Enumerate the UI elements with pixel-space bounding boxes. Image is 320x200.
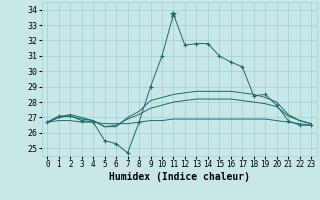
X-axis label: Humidex (Indice chaleur): Humidex (Indice chaleur) [109,172,250,182]
